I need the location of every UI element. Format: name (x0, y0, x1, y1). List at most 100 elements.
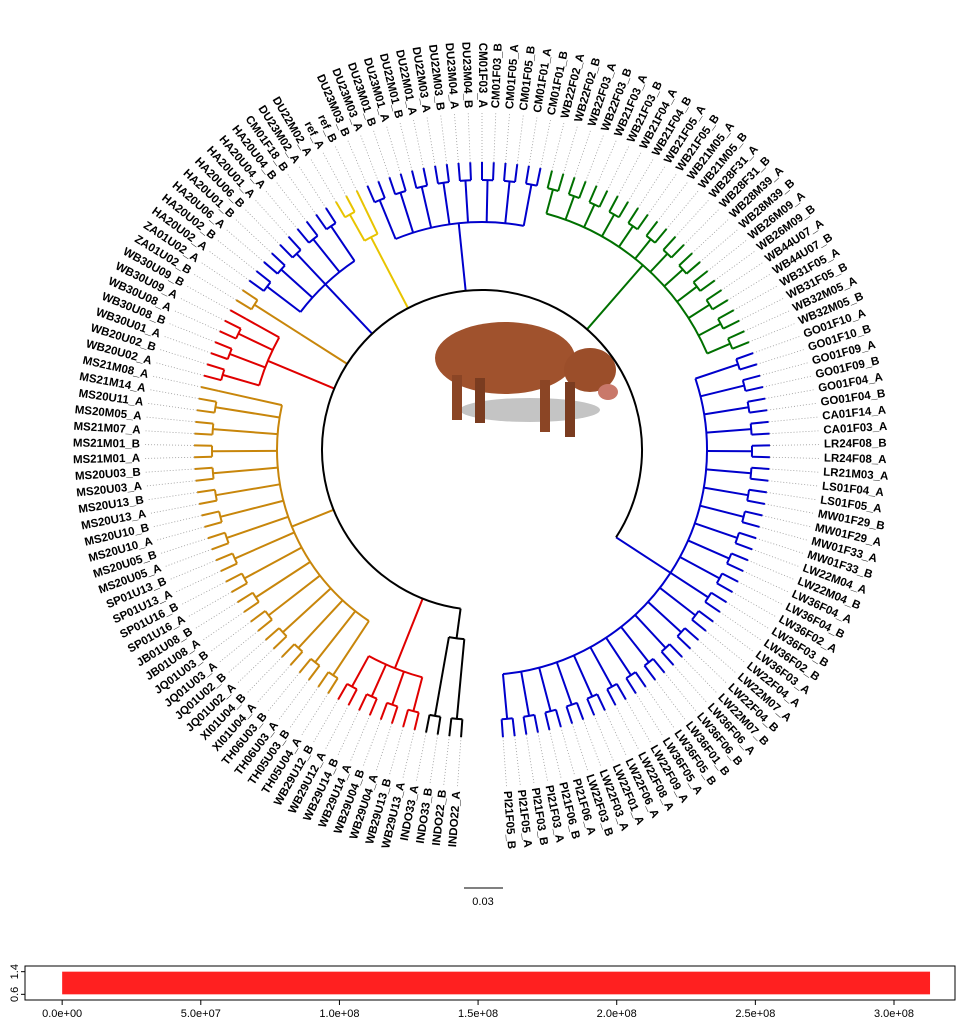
leaf-guide (769, 469, 819, 472)
leaf-guide (529, 117, 537, 166)
branch (215, 407, 279, 417)
leaf-guide (738, 582, 782, 605)
leaf-guide (638, 166, 665, 208)
branch (648, 602, 681, 632)
leaf-guide (149, 390, 198, 399)
leaf-guide (720, 612, 761, 640)
leaf-guide (389, 727, 403, 775)
branch (316, 215, 326, 230)
leaf-guide (734, 286, 778, 310)
branch (359, 694, 367, 710)
branch (447, 164, 449, 182)
leaf-guide (144, 445, 194, 446)
branch (751, 422, 769, 424)
leaf-guide (607, 146, 629, 191)
leaf-guide (247, 657, 282, 693)
branch (694, 271, 708, 282)
leaf-guide (147, 403, 197, 410)
branch (208, 533, 225, 539)
leaf-guide (503, 737, 507, 787)
leaf-guide (757, 349, 805, 364)
branch (352, 656, 369, 687)
branch (731, 553, 748, 560)
branch (638, 215, 648, 230)
leaf-label: CM01F03_B (490, 43, 505, 109)
branch (748, 399, 766, 402)
branch (297, 254, 326, 285)
pig (435, 322, 618, 437)
leaf-guide (769, 417, 819, 422)
leaf-guide (299, 166, 326, 208)
branch (706, 429, 751, 432)
branch (650, 254, 667, 272)
branch (680, 557, 720, 578)
branch (602, 215, 614, 237)
leaf-label: PI21F05_B (501, 791, 517, 850)
branch (628, 208, 638, 223)
leaf-guide (549, 730, 561, 779)
branch (443, 183, 449, 225)
branch (438, 717, 441, 735)
branch (274, 636, 287, 648)
branch (636, 672, 646, 687)
branch (309, 666, 320, 680)
branch (220, 501, 283, 517)
branch (732, 342, 749, 349)
leaf-guide (193, 274, 236, 300)
branch (238, 593, 253, 603)
branch (686, 262, 700, 274)
pig-snout (598, 384, 618, 400)
branch (395, 599, 423, 669)
leaf-guide (153, 516, 202, 527)
leaf-guide (265, 191, 297, 229)
branch (655, 229, 667, 243)
branch (381, 703, 387, 720)
leaf-guide (268, 673, 300, 712)
branch (742, 522, 759, 527)
branch (298, 600, 342, 648)
branch (282, 644, 295, 657)
marker-density (62, 972, 930, 995)
branch (699, 611, 713, 622)
branch (688, 540, 729, 558)
branch (566, 196, 575, 220)
branch (749, 490, 767, 493)
leaf-guide (444, 736, 450, 786)
leaf-guide (150, 504, 199, 513)
branch (216, 484, 280, 495)
leaf-guide (760, 527, 808, 540)
branch (230, 354, 266, 368)
branch (504, 163, 505, 181)
leaf-guide (700, 229, 738, 262)
leaf-guide (618, 152, 642, 196)
leaf-guide (760, 363, 808, 376)
branch (336, 202, 345, 218)
branch (196, 479, 214, 481)
leaf-guide (739, 298, 784, 320)
branch (371, 237, 408, 308)
leaf-guide (561, 727, 575, 775)
leaf-guide (698, 640, 736, 673)
leaf-guide (209, 251, 249, 280)
branch (251, 611, 265, 622)
branch (664, 270, 683, 287)
x-tick-label: 0.0e+00 (42, 1008, 82, 1020)
branch (609, 196, 617, 212)
leaf-guide (257, 665, 290, 702)
branch (722, 573, 738, 581)
branch (465, 181, 468, 223)
x-tick-label: 2.0e+08 (597, 1008, 637, 1020)
leaf-guide (159, 349, 207, 364)
y-tick-label: 0.6 (9, 987, 21, 1002)
branch (616, 537, 670, 572)
leaf-guide (563, 126, 577, 174)
branch (723, 321, 739, 329)
leaf-guide (290, 687, 318, 728)
branch (751, 468, 769, 469)
x-tick-label: 3.0e+08 (874, 1008, 914, 1020)
branch (597, 694, 605, 710)
branch (197, 410, 215, 412)
branch (626, 678, 636, 693)
branch (590, 647, 612, 686)
leaf-guide (756, 538, 804, 553)
